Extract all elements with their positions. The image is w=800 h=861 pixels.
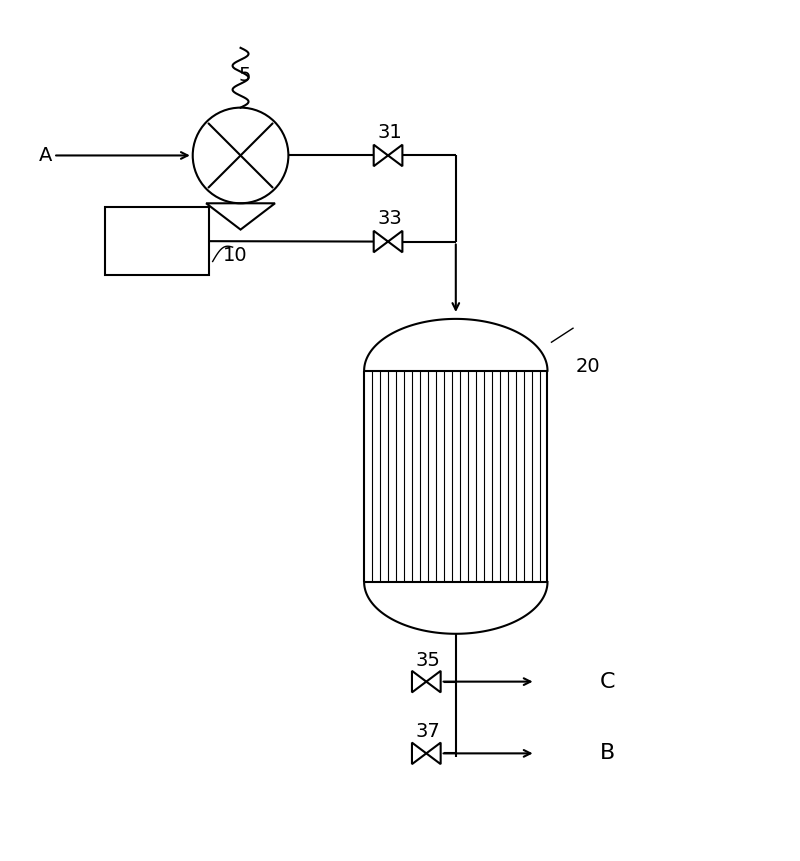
Text: A: A (38, 146, 52, 165)
Text: 31: 31 (378, 123, 402, 142)
Text: C: C (599, 672, 615, 691)
Text: 35: 35 (415, 651, 440, 670)
Text: 5: 5 (238, 66, 250, 85)
Text: B: B (600, 743, 615, 764)
Text: 10: 10 (223, 245, 248, 264)
Text: 20: 20 (575, 357, 600, 376)
Text: 37: 37 (415, 722, 440, 741)
Bar (105, 208, 209, 275)
Text: 33: 33 (378, 209, 402, 228)
